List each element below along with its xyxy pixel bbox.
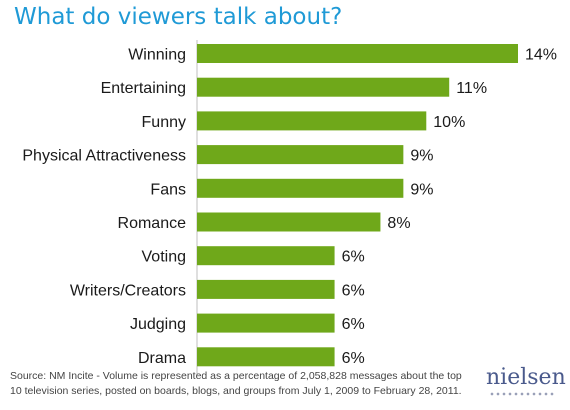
value-label: 11% <box>456 80 487 97</box>
category-label: Funny <box>142 114 186 131</box>
bar <box>197 145 404 165</box>
category-label: Writers/Creators <box>70 282 186 299</box>
bar <box>197 246 335 266</box>
category-label: Romance <box>118 215 187 232</box>
chart-title: What do viewers talk about? <box>14 4 343 30</box>
bar <box>197 347 335 367</box>
nielsen-logo: nielsen <box>486 365 566 390</box>
bar <box>197 279 335 299</box>
value-label: 9% <box>410 181 433 198</box>
bar <box>197 44 518 63</box>
value-label: 10% <box>433 114 465 131</box>
bar <box>197 313 335 333</box>
category-label: Voting <box>142 249 186 266</box>
value-label: 9% <box>410 148 433 165</box>
source-note: Source: NM Incite - Volume is represente… <box>10 370 462 397</box>
category-label: Physical Attractiveness <box>22 148 186 165</box>
value-label: 14% <box>525 47 557 64</box>
value-label: 6% <box>342 282 365 299</box>
category-label: Drama <box>138 350 186 367</box>
category-label: Judging <box>130 316 186 333</box>
category-label: Entertaining <box>101 80 186 97</box>
category-label: Winning <box>128 47 186 64</box>
value-label: 6% <box>342 249 365 266</box>
bar <box>197 77 450 97</box>
value-label: 6% <box>342 350 365 367</box>
category-label: Fans <box>150 181 186 198</box>
bar <box>197 178 404 198</box>
nielsen-logo-dots <box>489 392 555 396</box>
value-label: 6% <box>342 316 365 333</box>
bar <box>197 111 427 131</box>
value-label: 8% <box>387 215 410 232</box>
bar <box>197 212 381 232</box>
